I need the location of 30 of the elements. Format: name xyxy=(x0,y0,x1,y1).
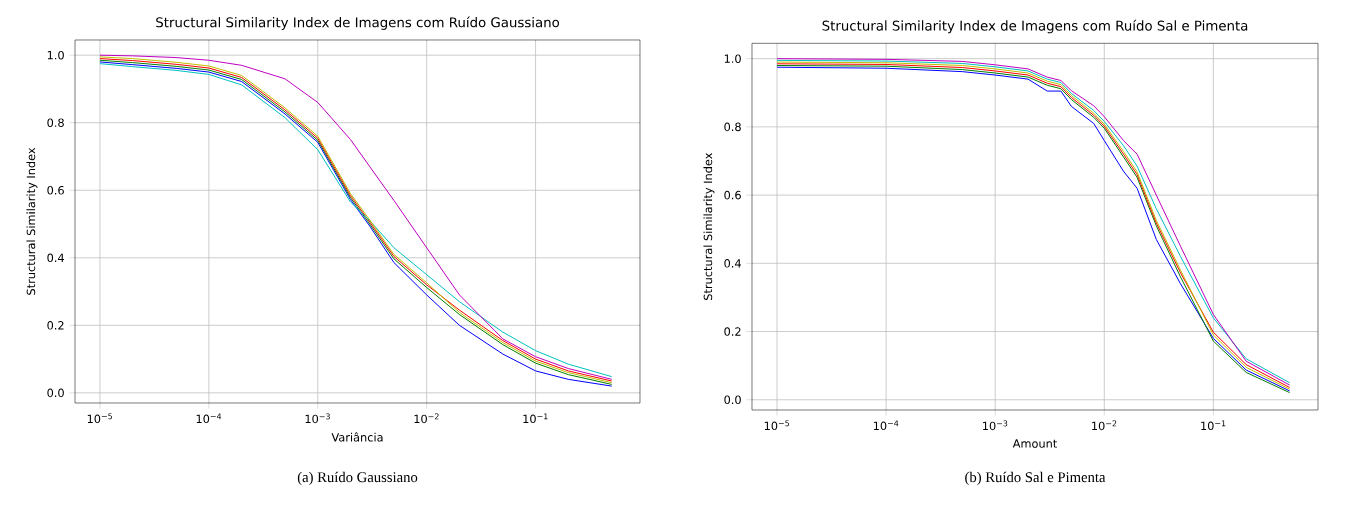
chart-title: Structural Similarity Index de Imagens com Ruído Sal e Pimenta xyxy=(822,19,1248,34)
y-tick-label: 0.0 xyxy=(47,388,64,398)
chart-title: Structural Similarity Index de Imagens com Ruído Gaussiano xyxy=(156,16,560,30)
x-tick-label: 10$^{−3}$ xyxy=(983,420,1008,431)
y-tick-label: 0.0 xyxy=(724,395,741,405)
x-tick-label: 10$^{−5}$ xyxy=(87,413,112,424)
x-tick-label: 10$^{−2}$ xyxy=(1092,420,1117,431)
text: (b) Ruído Sal e Pimenta xyxy=(965,471,1106,486)
y-tick-label: 0.6 xyxy=(724,190,741,200)
y-tick-label: 0.4 xyxy=(47,253,64,263)
y-tick-label: 0.4 xyxy=(724,259,741,268)
x-tick-label: 10$^{−3}$ xyxy=(305,413,330,424)
x-tick-label: 10$^{−4}$ xyxy=(196,413,222,424)
x-tick-label: 10$^{−5}$ xyxy=(764,420,790,431)
y-tick-label: 0.2 xyxy=(724,327,741,336)
x-tick-label: 10$^{−4}$ xyxy=(873,420,899,431)
x-axis-title: Amount xyxy=(1012,439,1057,448)
x-tick-label: 10$^{−1}$ xyxy=(1201,420,1226,431)
y-tick-label: 0.2 xyxy=(47,321,64,330)
x-axis-title: Variância xyxy=(331,432,383,442)
x-tick-label: 10$^{−2}$ xyxy=(414,413,439,424)
text: (a) Ruído Gaussiano xyxy=(297,471,418,486)
y-tick-label: 0.8 xyxy=(47,118,64,128)
y-tick-label: 1.0 xyxy=(724,54,741,63)
y-tick-label: 0.8 xyxy=(724,122,741,132)
x-tick-label: 10$^{−1}$ xyxy=(523,413,548,424)
y-tick-label: 1.0 xyxy=(47,50,64,60)
y-axis-title: Structural Similarity Index xyxy=(703,152,715,300)
y-axis-title: Structural Similarity Index xyxy=(26,147,38,295)
y-tick-label: 0.6 xyxy=(47,185,64,195)
